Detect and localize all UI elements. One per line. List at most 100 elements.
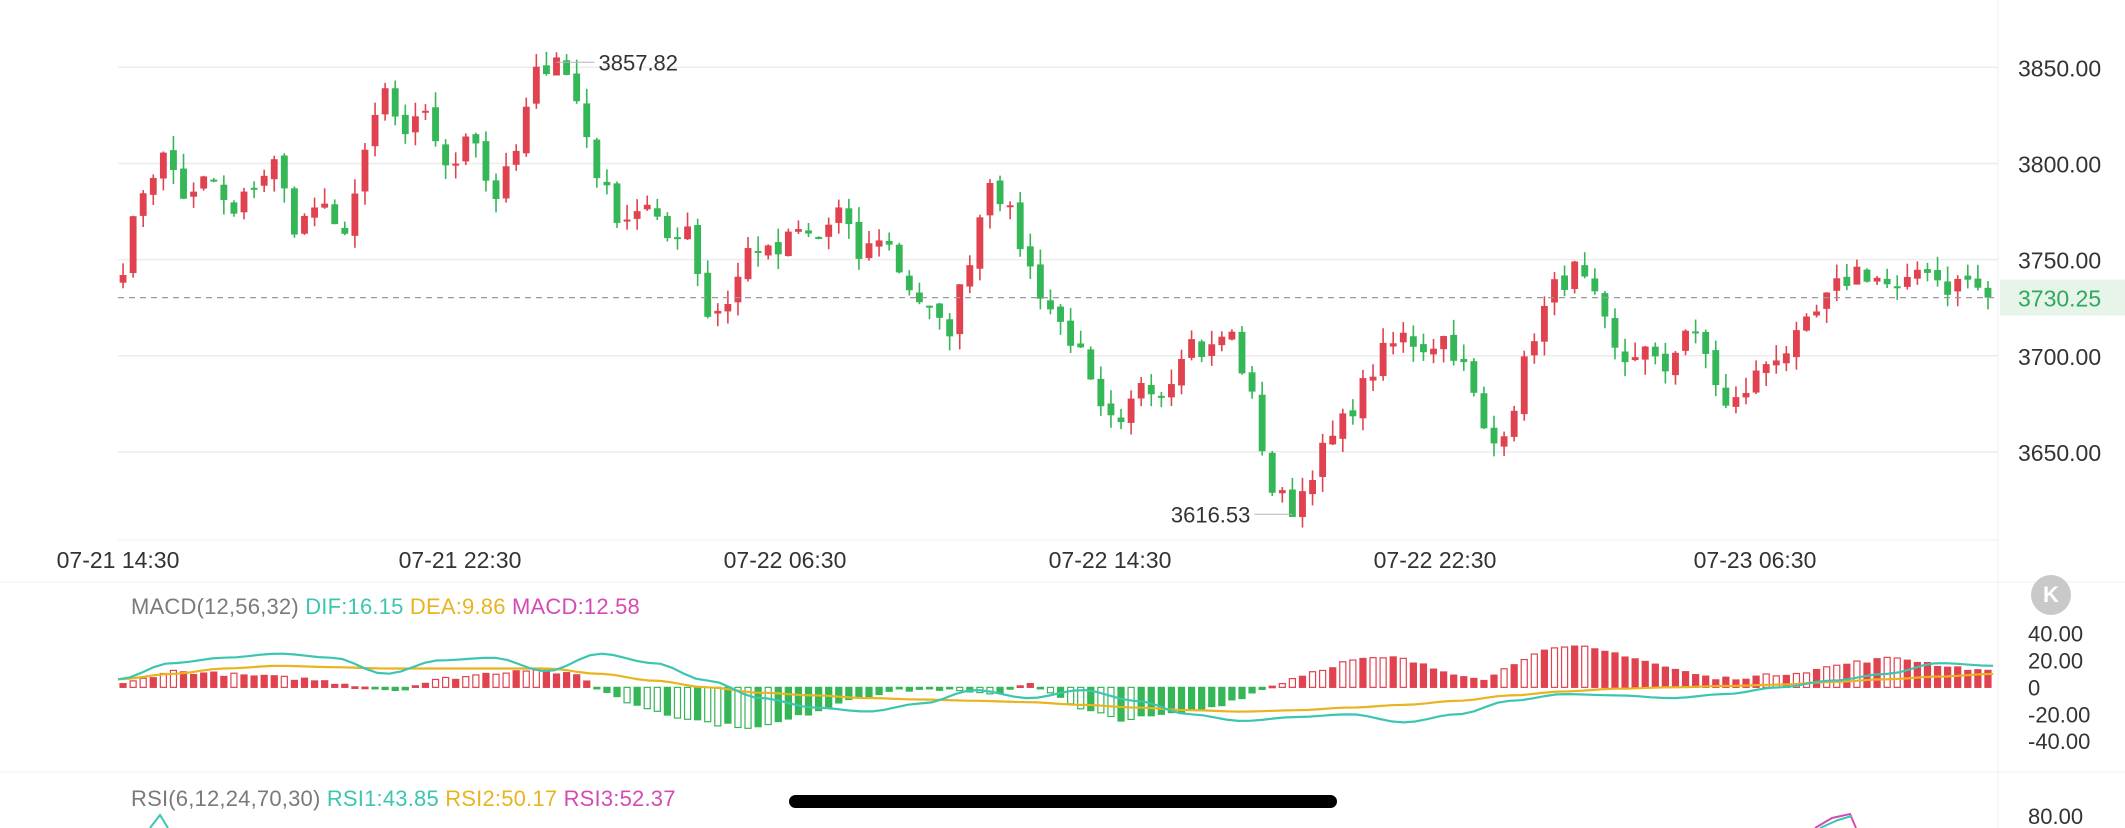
rsi-params: RSI(6,12,24,70,30) <box>131 786 321 811</box>
candle-body <box>1611 318 1619 348</box>
candle-body <box>1621 351 1629 363</box>
macd-histogram-bar <box>774 686 782 723</box>
macd-histogram-bar <box>1520 658 1528 688</box>
macd-histogram-bar <box>1036 686 1045 690</box>
macd-histogram-bar <box>683 686 692 720</box>
macd-tick-label: -40.00 <box>2028 729 2090 754</box>
candle-body <box>220 184 228 201</box>
macd-histogram-bar <box>1339 661 1347 688</box>
macd-histogram-bar <box>341 683 349 688</box>
macd-histogram-bar <box>290 679 299 688</box>
candle-body <box>1178 358 1185 386</box>
candle-body <box>653 208 661 217</box>
candle-body <box>1087 349 1095 380</box>
candle-body <box>1601 293 1609 317</box>
candle-body <box>1440 336 1448 350</box>
macd-histogram-bar <box>1097 686 1105 714</box>
macd-histogram-bar <box>1621 656 1629 688</box>
macd-histogram-bar <box>1500 668 1508 688</box>
macd-histogram-bar <box>1853 660 1861 688</box>
macd-histogram-bar <box>1419 663 1428 688</box>
macd-histogram-bar <box>1530 653 1538 688</box>
macd-histogram-bar <box>562 672 571 688</box>
candle-body <box>1258 394 1266 452</box>
candle-body <box>1319 442 1327 478</box>
macd-dea-value: DEA:9.86 <box>409 594 506 619</box>
macd-histogram-bar <box>935 686 944 691</box>
candle-body <box>1682 330 1689 351</box>
candle-body <box>321 203 329 208</box>
macd-histogram-bar <box>200 672 208 688</box>
macd-histogram-bar <box>1591 648 1599 688</box>
macd-histogram-bar <box>1238 686 1246 700</box>
macd-histogram-bar <box>1651 663 1659 688</box>
candle-body <box>1278 490 1286 494</box>
candle-body <box>260 175 268 186</box>
candle-body <box>1248 372 1256 392</box>
candle-body <box>1571 261 1579 290</box>
macd-histogram-bar <box>1288 678 1297 688</box>
macd-histogram-bar <box>1460 676 1468 688</box>
macd-histogram-bar <box>814 686 823 712</box>
macd-histogram-bar <box>512 670 520 688</box>
macd-histogram-bar <box>825 686 833 708</box>
rsi1-value: RSI1:43.85 <box>326 786 439 811</box>
candle-body <box>1329 435 1337 445</box>
candle-body <box>371 114 379 147</box>
low-price-label: 3616.53 <box>1171 502 1251 527</box>
candle-body <box>784 231 792 257</box>
macd-histogram-bar <box>300 677 309 688</box>
candle-body <box>149 177 157 195</box>
time-tick-label: 07-23 06:30 <box>1694 547 1817 573</box>
macd-histogram-bar <box>1409 662 1417 688</box>
candle-body <box>825 224 833 237</box>
macd-histogram-bar <box>1147 686 1155 717</box>
rsi3-line-end <box>1814 812 1857 828</box>
macd-histogram-bar <box>230 672 238 688</box>
macd-histogram-bar <box>1077 686 1085 710</box>
candle-body <box>734 276 742 303</box>
macd-histogram-bar <box>250 675 258 688</box>
rsi1-line-end <box>1819 815 1853 828</box>
macd-histogram-bar <box>552 673 561 688</box>
macd-histogram-bar <box>694 686 702 721</box>
macd-histogram-bar <box>1571 645 1579 688</box>
candle-body <box>1097 378 1105 407</box>
candle-body <box>422 110 429 113</box>
macd-histogram-bar <box>119 683 127 688</box>
kline-toggle-button[interactable]: K <box>2031 575 2071 615</box>
candle-body <box>401 114 409 135</box>
macd-histogram-bar <box>905 686 913 692</box>
candle-body <box>391 88 399 117</box>
candle-body <box>835 207 843 223</box>
high-price-label: 3857.82 <box>599 50 679 75</box>
macd-histogram-bar <box>915 686 924 690</box>
candle-series <box>119 51 1992 528</box>
macd-histogram-bar <box>764 686 772 726</box>
macd-histogram-bar <box>1369 657 1377 688</box>
candle-body <box>583 103 591 138</box>
candle-body <box>744 248 752 280</box>
macd-histogram-bar <box>673 686 682 719</box>
candle-body <box>885 240 893 245</box>
macd-histogram-bar <box>1117 686 1125 722</box>
macd-histogram-bar <box>724 686 732 724</box>
dif-line <box>117 652 1994 724</box>
candle-body <box>159 152 167 179</box>
macd-histogram-bar <box>845 686 853 701</box>
candle-body <box>593 139 601 179</box>
candle-body <box>774 242 782 255</box>
candle-body <box>1540 305 1548 342</box>
macd-histogram-bar <box>522 670 530 688</box>
macd-histogram-bar <box>603 686 611 693</box>
rsi-legend: RSI(6,12,24,70,30) RSI1:43.85 RSI2:50.17… <box>131 786 676 812</box>
macd-tick-label: 40.00 <box>2028 621 2083 646</box>
candle-body <box>230 202 238 214</box>
candle-body <box>1853 266 1861 285</box>
candle-body <box>573 73 581 102</box>
candle-body <box>1520 356 1528 415</box>
macd-histogram-bar <box>1883 656 1891 688</box>
rsi3-value: RSI3:52.37 <box>563 786 676 811</box>
